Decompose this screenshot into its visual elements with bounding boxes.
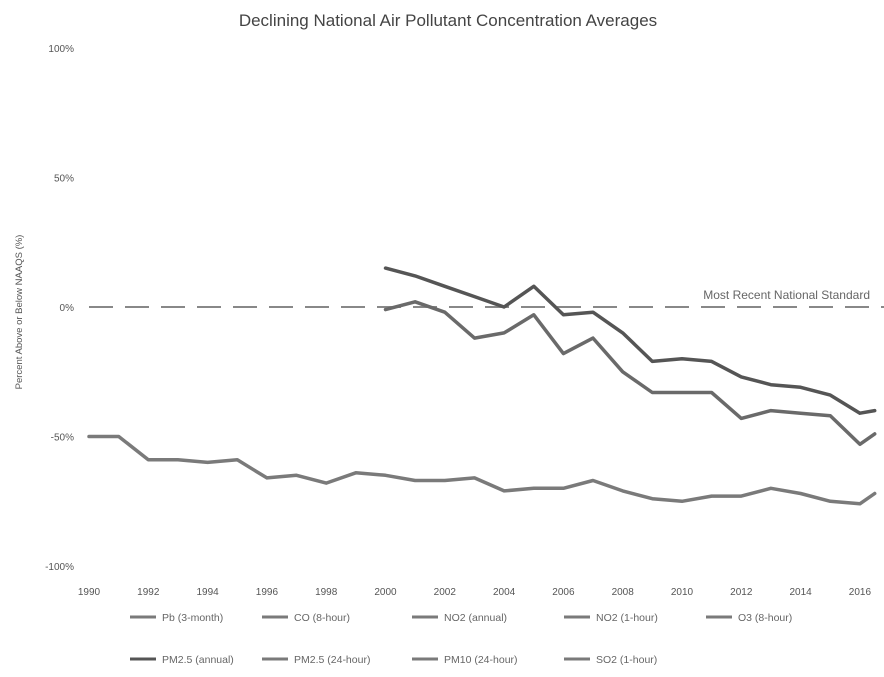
y-axis-ticks: 100% 50% 0% -50% -100% bbox=[45, 44, 74, 573]
y-tick-label: 50% bbox=[54, 174, 74, 185]
y-tick-label: 0% bbox=[60, 303, 75, 314]
legend-item: SO2 (1-hour) bbox=[564, 654, 657, 666]
series-line-pm2-5-annual bbox=[383, 266, 877, 415]
legend-label: NO2 (annual) bbox=[444, 612, 507, 624]
x-tick-label: 2016 bbox=[849, 587, 872, 598]
legend-label: PM10 (24-hour) bbox=[444, 654, 518, 666]
legend-item: NO2 (annual) bbox=[412, 612, 507, 624]
chart-title: Declining National Air Pollutant Concent… bbox=[239, 11, 657, 30]
x-tick-label: 2012 bbox=[730, 587, 753, 598]
legend-item: PM2.5 (annual) bbox=[130, 654, 234, 666]
series-line-pb-3-month bbox=[87, 434, 877, 506]
legend-label: PM2.5 (24-hour) bbox=[294, 654, 370, 666]
legend-label: O3 (8-hour) bbox=[738, 612, 792, 624]
x-tick-label: 2008 bbox=[612, 587, 635, 598]
legend: Pb (3-month) CO (8-hour) NO2 (annual) NO2 (… bbox=[130, 612, 792, 666]
legend-item: PM10 (24-hour) bbox=[412, 654, 518, 666]
x-tick-label: 2014 bbox=[789, 587, 812, 598]
y-tick-label: -100% bbox=[45, 562, 74, 573]
y-tick-label: 100% bbox=[48, 44, 74, 55]
x-tick-label: 1998 bbox=[315, 587, 338, 598]
legend-item: O3 (8-hour) bbox=[706, 612, 792, 624]
legend-item: Pb (3-month) bbox=[130, 612, 223, 624]
legend-item: NO2 (1-hour) bbox=[564, 612, 658, 624]
x-tick-label: 1994 bbox=[196, 587, 219, 598]
x-tick-label: 2002 bbox=[434, 587, 457, 598]
series-line-no2-1-hour bbox=[383, 300, 877, 447]
x-axis-ticks: 1990 1992 1994 1996 1998 2000 2002 2004 2006 2008… bbox=[78, 587, 872, 598]
legend-label: Pb (3-month) bbox=[162, 612, 223, 624]
reference-line-label: Most Recent National Standard bbox=[703, 288, 870, 302]
legend-label: PM2.5 (annual) bbox=[162, 654, 234, 666]
y-axis-label: Percent Above or Below NAAQS (%) bbox=[14, 235, 25, 390]
series-group bbox=[87, 266, 877, 506]
x-tick-label: 2010 bbox=[671, 587, 694, 598]
legend-item: CO (8-hour) bbox=[262, 612, 350, 624]
x-tick-label: 2006 bbox=[552, 587, 575, 598]
x-tick-label: 2004 bbox=[493, 587, 516, 598]
legend-label: SO2 (1-hour) bbox=[596, 654, 657, 666]
legend-label: NO2 (1-hour) bbox=[596, 612, 658, 624]
legend-item: PM2.5 (24-hour) bbox=[262, 654, 370, 666]
legend-label: CO (8-hour) bbox=[294, 612, 350, 624]
x-tick-label: 2000 bbox=[374, 587, 397, 598]
x-tick-label: 1992 bbox=[137, 587, 160, 598]
x-tick-label: 1990 bbox=[78, 587, 101, 598]
y-tick-label: -50% bbox=[51, 433, 74, 444]
x-tick-label: 1996 bbox=[256, 587, 279, 598]
